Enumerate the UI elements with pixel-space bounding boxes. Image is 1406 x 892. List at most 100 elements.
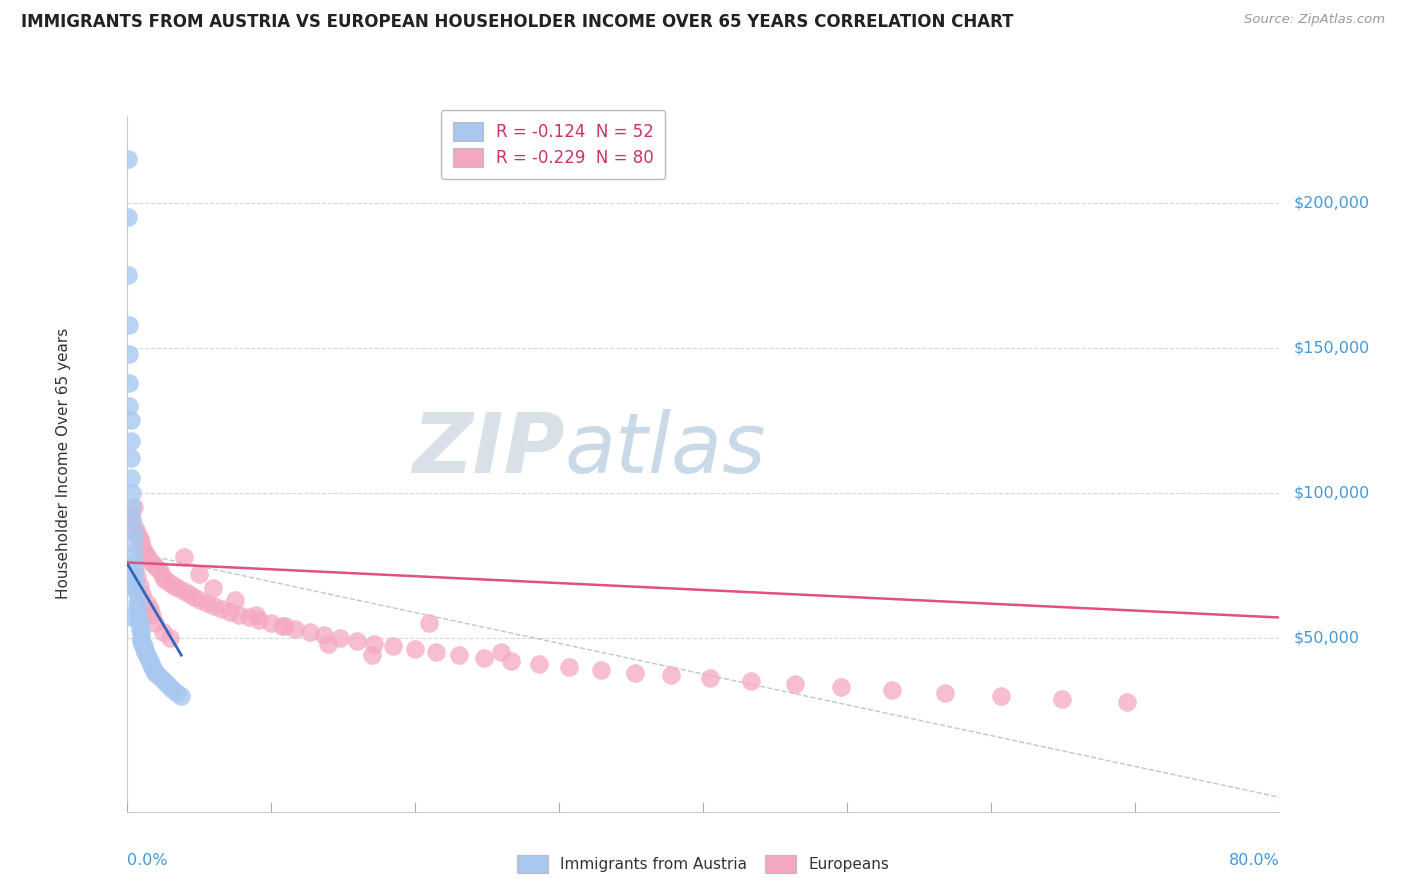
Point <box>159 631 181 645</box>
Point <box>284 622 307 636</box>
Point <box>274 619 297 633</box>
Point <box>219 605 242 619</box>
Point <box>124 582 146 596</box>
Point <box>128 578 150 592</box>
Point <box>159 680 181 694</box>
Point <box>120 508 142 523</box>
Point <box>501 654 523 668</box>
Point <box>527 657 550 671</box>
Point <box>129 624 152 639</box>
Point <box>122 547 145 561</box>
Point <box>153 674 176 689</box>
Text: $100,000: $100,000 <box>1294 485 1369 500</box>
Point <box>183 591 205 605</box>
Point <box>204 599 226 613</box>
Text: $150,000: $150,000 <box>1294 341 1369 355</box>
Point <box>125 570 148 584</box>
Point <box>785 677 807 691</box>
Text: IMMIGRANTS FROM AUSTRIA VS EUROPEAN HOUSEHOLDER INCOME OVER 65 YEARS CORRELATION: IMMIGRANTS FROM AUSTRIA VS EUROPEAN HOUS… <box>21 13 1014 31</box>
Point <box>624 665 647 680</box>
Point <box>162 683 184 698</box>
Point <box>138 654 160 668</box>
Point <box>150 671 173 685</box>
Point <box>127 529 149 543</box>
Point <box>125 596 148 610</box>
Point <box>163 578 186 592</box>
Point <box>211 601 233 615</box>
Text: Householder Income Over 65 years: Householder Income Over 65 years <box>56 328 70 599</box>
Point <box>155 573 177 587</box>
Point <box>934 686 956 700</box>
Point <box>173 584 195 599</box>
Point <box>312 628 335 642</box>
Point <box>122 524 145 538</box>
Point <box>156 677 179 691</box>
Point <box>129 633 152 648</box>
Point <box>128 532 150 546</box>
Point <box>382 640 405 654</box>
Point <box>177 587 200 601</box>
Point <box>142 558 165 573</box>
Point <box>146 561 169 575</box>
Point <box>131 541 153 555</box>
Point <box>129 631 152 645</box>
Point <box>139 657 162 671</box>
Point <box>224 593 246 607</box>
Point <box>124 521 146 535</box>
Point <box>170 689 193 703</box>
Point <box>418 616 440 631</box>
Point <box>136 651 159 665</box>
Point <box>1115 694 1137 708</box>
Point <box>129 535 152 549</box>
Point <box>124 573 146 587</box>
Point <box>830 680 852 694</box>
Point <box>118 346 141 360</box>
Point <box>202 582 225 596</box>
Point <box>149 564 172 578</box>
Point <box>120 434 142 448</box>
Point <box>132 642 155 657</box>
Point <box>125 601 148 615</box>
Point <box>329 631 352 645</box>
Point <box>125 587 148 601</box>
Point <box>128 616 150 631</box>
Point <box>141 607 163 622</box>
Point <box>238 610 260 624</box>
Point <box>120 610 142 624</box>
Point <box>125 526 148 541</box>
Point <box>259 616 281 631</box>
Point <box>404 642 426 657</box>
Point <box>245 607 267 622</box>
Point <box>247 614 270 628</box>
Point <box>145 665 166 680</box>
Point <box>138 601 160 615</box>
Point <box>136 549 159 564</box>
Point <box>121 512 143 526</box>
Point <box>142 663 165 677</box>
Point <box>132 543 155 558</box>
Text: Source: ZipAtlas.com: Source: ZipAtlas.com <box>1244 13 1385 27</box>
Point <box>135 648 157 662</box>
Point <box>121 485 143 500</box>
Point <box>360 648 382 662</box>
Point <box>167 582 190 596</box>
Point <box>127 607 149 622</box>
Point <box>118 376 141 390</box>
Point <box>318 637 340 651</box>
Point <box>880 683 903 698</box>
Point <box>120 471 142 485</box>
Point <box>131 637 153 651</box>
Point <box>117 153 139 167</box>
Point <box>346 633 368 648</box>
Point <box>132 640 155 654</box>
Point <box>117 268 139 283</box>
Point <box>472 651 495 665</box>
Point <box>121 500 143 515</box>
Point <box>118 578 141 592</box>
Point <box>145 616 166 631</box>
Point <box>120 413 142 427</box>
Point <box>152 570 174 584</box>
Point <box>271 619 294 633</box>
Text: $50,000: $50,000 <box>1294 631 1360 645</box>
Point <box>425 645 447 659</box>
